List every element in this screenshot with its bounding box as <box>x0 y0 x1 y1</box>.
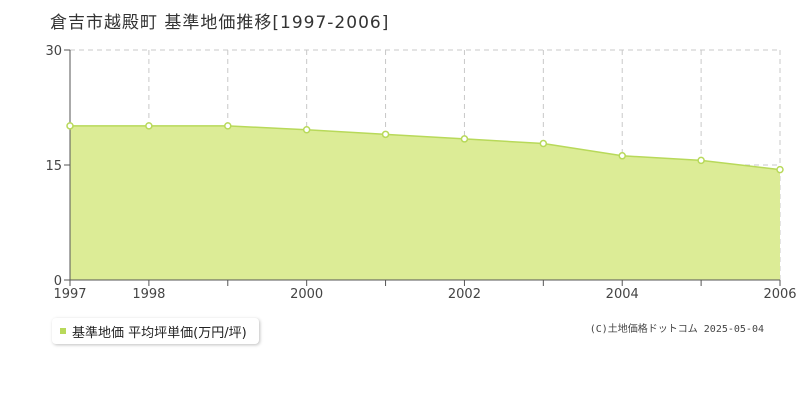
y-tick-label: 30 <box>45 44 62 59</box>
data-points <box>66 122 784 174</box>
x-tick-label: 1998 <box>132 287 165 302</box>
data-point <box>539 139 548 148</box>
copyright: (C)土地価格ドットコム 2025-05-04 <box>589 324 764 335</box>
axes <box>64 49 781 286</box>
data-point <box>697 156 705 165</box>
x-tick-label: 2000 <box>290 287 323 302</box>
y-tick-label: 15 <box>45 159 62 174</box>
data-point <box>460 135 469 143</box>
x-tick-label: 2004 <box>606 287 639 302</box>
data-point <box>381 130 390 139</box>
tick-labels: 0 15 30 1997 1998 2000 2002 2004 2006 <box>45 44 796 302</box>
data-point <box>66 122 74 130</box>
data-point <box>618 152 626 160</box>
legend-label: 基準地価 平均坪単価(万円/坪) <box>72 325 247 341</box>
x-tick-label: 2002 <box>448 287 481 302</box>
chart-title: 倉吉市越殿町 基準地価推移[1997-2006] <box>50 13 390 33</box>
data-point <box>224 122 232 130</box>
area-fill <box>70 125 780 281</box>
x-tick-label: 1997 <box>53 287 86 302</box>
data-point <box>302 125 311 134</box>
y-tick-label: 0 <box>54 274 62 289</box>
legend-swatch <box>60 328 66 334</box>
x-tick-label: 2006 <box>763 287 796 302</box>
legend: 基準地価 平均坪単価(万円/坪) <box>52 318 259 344</box>
data-point <box>145 122 153 130</box>
series-line <box>70 125 781 171</box>
data-point <box>776 165 784 174</box>
